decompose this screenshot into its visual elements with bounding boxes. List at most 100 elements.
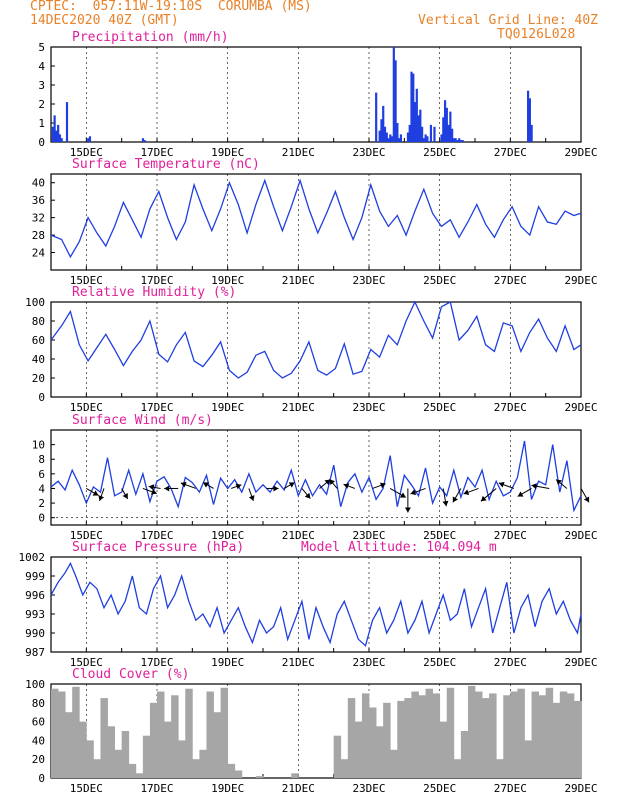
cloud-bar [460, 731, 469, 778]
rh-ytick-label: 40 [32, 353, 45, 366]
precip-bar [58, 134, 62, 142]
wind-arrow [148, 484, 161, 491]
temp-xtick-label: 27DEC [494, 274, 527, 287]
precip-xtick-label: 23DEC [352, 146, 385, 159]
wind-ytick-label: 0 [38, 512, 45, 525]
cloud-bar [72, 686, 80, 778]
wind-arrow [142, 487, 157, 495]
rh-panel: 15DEC 17DEC 19DEC 21DEC 23DEC 25DEC 27DEC 29DEC… [25, 285, 597, 414]
precip-bar [55, 130, 58, 142]
wind-xtick-label: 27DEC [494, 529, 527, 542]
precip-panel: 15DEC 17DEC 19DEC 21DEC 23DEC 25DEC 27DEC 29DEC… [38, 30, 597, 159]
wind-xtick-label: 15DEC [70, 529, 103, 542]
wind-arrow [531, 483, 550, 490]
run-datetime: 14DEC2020 40Z (GMT) [30, 13, 179, 28]
pres-ytick-label: 993 [25, 608, 45, 621]
cloud-bar [220, 687, 229, 778]
wind-arrow [463, 487, 479, 495]
precip-bar [387, 138, 390, 142]
cloud-bar [213, 712, 221, 778]
precip-bar [528, 98, 531, 142]
wind-arrow [266, 485, 279, 492]
precip-bar [396, 123, 399, 142]
cloud-bar [192, 759, 200, 778]
wind-arrow [389, 488, 407, 498]
precip-bar [452, 138, 455, 142]
pres-xtick-label: 25DEC [423, 656, 456, 669]
wind-arrow [164, 485, 179, 492]
cloud-bar [545, 687, 554, 778]
cloud-bar [199, 749, 207, 778]
wind-series-line [50, 440, 582, 513]
wind-arrow [283, 482, 295, 489]
temp-ytick-label: 40 [32, 177, 45, 190]
pres-plot-frame [50, 556, 582, 653]
pres-panel: 15DEC 17DEC 19DEC 21DEC 23DEC 25DEC 27DEC 29DEC… [19, 540, 598, 669]
wind-arrow [404, 488, 411, 513]
wind-arrow [301, 488, 311, 499]
precip-bar [527, 90, 530, 142]
cloud-bar [559, 691, 568, 778]
wind-ytick-label: 10 [32, 439, 45, 452]
cloud-bar [482, 698, 490, 778]
wind-arrow [343, 483, 356, 489]
rh-series-line [50, 300, 582, 379]
wind-ytick-label: 8 [38, 453, 45, 466]
pres-xtick-label: 29DEC [564, 656, 597, 669]
cloud-xtick-label: 15DEC [70, 782, 103, 795]
cloud-bar [149, 702, 158, 778]
cloud-bar [446, 687, 455, 778]
wind-arrow [98, 488, 105, 502]
precip-bar [421, 126, 424, 142]
precip-bar [392, 47, 395, 142]
wind-arrow [329, 478, 338, 489]
pres-xtick-label: 23DEC [352, 656, 385, 669]
cloud-bar [361, 693, 370, 778]
rh-xtick-label: 25DEC [423, 401, 456, 414]
precip-bar [443, 100, 447, 142]
precip-bar [65, 102, 69, 142]
precip-bar [456, 140, 459, 142]
rh-ytick-label: 60 [32, 334, 45, 347]
rh-xtick-label: 19DEC [211, 401, 244, 414]
cloud-xtick-label: 29DEC [564, 782, 597, 795]
wind-ytick-label: 2 [38, 497, 45, 510]
temp-panel: 15DEC 17DEC 19DEC 21DEC 23DEC 25DEC 27DEC 29DEC… [32, 157, 598, 287]
temp-ytick-label: 36 [32, 194, 45, 207]
wind-arrow [319, 479, 331, 489]
precip-title: Precipitation (mm/h) [72, 30, 229, 45]
cloud-bar [107, 726, 115, 778]
cloud-bar [517, 688, 525, 778]
precip-bar [461, 140, 464, 142]
cloud-bar [135, 773, 144, 778]
wind-xtick-label: 21DEC [282, 529, 315, 542]
rh-xtick-label: 23DEC [352, 401, 385, 414]
pres-ytick-label: 987 [25, 646, 45, 659]
wind-arrow [555, 479, 568, 489]
cloud-bar [439, 721, 448, 778]
precip-bar [424, 134, 427, 142]
precip-xtick-label: 21DEC [282, 146, 315, 159]
cloud-bar [524, 740, 532, 778]
cloud-bar [58, 691, 66, 778]
cloud-bar [489, 693, 497, 778]
precip-bar [385, 132, 388, 142]
cloud-bar [552, 702, 561, 778]
cloud-bar [510, 691, 518, 778]
wind-xtick-label: 25DEC [423, 529, 456, 542]
precip-bar [143, 140, 146, 142]
precip-bar [445, 107, 448, 142]
precip-bar [383, 126, 387, 142]
precip-bar [141, 138, 145, 142]
precip-bar [390, 136, 394, 142]
wind-ytick-label: 4 [38, 482, 45, 495]
wind-arrow [517, 488, 532, 497]
cloud-bar [496, 759, 504, 778]
precip-bar [417, 115, 420, 142]
temp-ytick-label: 24 [32, 247, 46, 260]
precip-bar [433, 126, 436, 142]
cloud-bar [397, 700, 405, 778]
cloud-bar [185, 688, 193, 778]
pres-xtick-label: 17DEC [140, 656, 173, 669]
temp-xtick-label: 25DEC [423, 274, 456, 287]
